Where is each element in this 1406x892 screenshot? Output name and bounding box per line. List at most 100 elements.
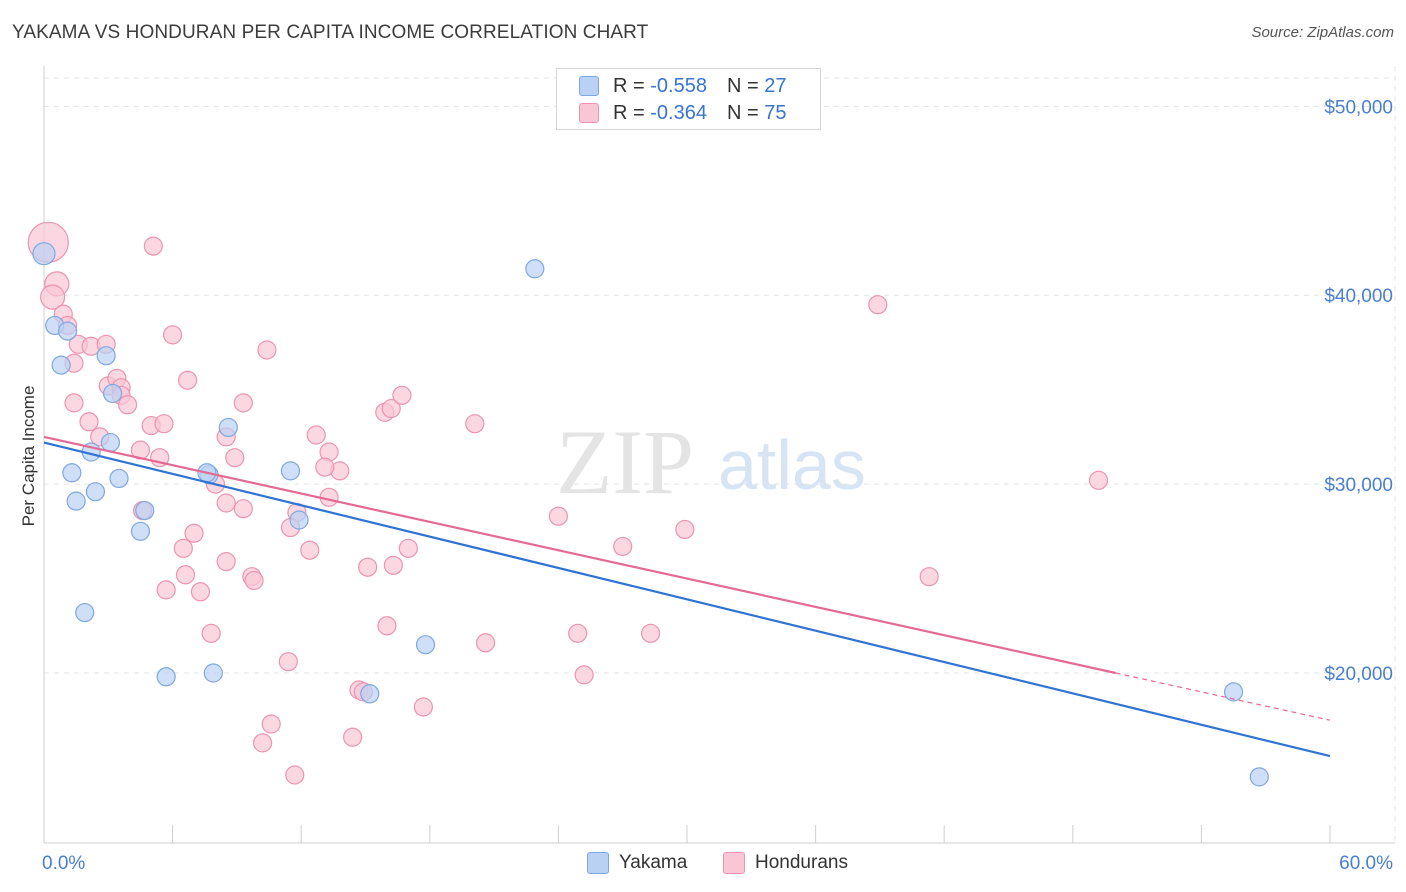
- legend-swatch-hondurans: [723, 852, 745, 874]
- honduran-point: [475, 633, 496, 653]
- honduran-point: [178, 370, 198, 390]
- legend-label-hondurans: Hondurans: [755, 852, 848, 873]
- honduran-point: [253, 733, 273, 753]
- honduran-point: [201, 623, 221, 643]
- y-tick-label: $50,000: [1324, 97, 1393, 118]
- honduran-point: [358, 557, 378, 577]
- legend-r-value-hondurans: -0.364: [650, 101, 707, 124]
- honduran-point: [257, 340, 277, 360]
- yakama-point: [203, 663, 223, 683]
- yakama-point: [57, 321, 78, 341]
- honduran-point: [392, 385, 412, 405]
- honduran-point: [675, 519, 695, 540]
- yakama-point: [109, 468, 129, 489]
- honduran-point: [184, 523, 204, 543]
- legend-swatch-hondurans: [579, 103, 599, 123]
- yakama-point: [1249, 767, 1269, 787]
- legend-item-yakama[interactable]: Yakama: [587, 852, 687, 874]
- honduran-point: [216, 493, 236, 513]
- legend-label-yakama: Yakama: [619, 852, 688, 873]
- yakama-point: [66, 491, 86, 511]
- honduran-point: [574, 665, 594, 685]
- correlation-legend: R = -0.558 N = 27 R = -0.364 N = 75: [556, 68, 821, 130]
- honduran-point: [640, 623, 661, 643]
- honduran-point: [568, 623, 588, 643]
- yakama-trendline: [43, 441, 1331, 758]
- yakama-point: [135, 500, 155, 521]
- legend-r-label: R =: [613, 101, 645, 124]
- series-legend: Yakama Hondurans: [0, 852, 1406, 876]
- honduran-point: [39, 284, 66, 310]
- honduran-point: [225, 448, 245, 468]
- legend-n-label: N =: [726, 74, 759, 97]
- honduran-point: [343, 727, 363, 747]
- yakama-point: [218, 417, 238, 438]
- yakama-point: [130, 521, 151, 541]
- yakama-point: [525, 259, 545, 279]
- honduran-point: [190, 582, 211, 602]
- honduran-point: [154, 414, 174, 434]
- watermark-atlas: atlas: [718, 426, 866, 504]
- honduran-point: [306, 425, 326, 445]
- honduran-point: [175, 565, 196, 585]
- honduran-point: [64, 393, 84, 413]
- honduran-point: [163, 325, 183, 345]
- honduran-point: [173, 538, 193, 558]
- legend-item-hondurans[interactable]: Hondurans: [723, 852, 848, 874]
- honduran-trendline: [43, 435, 1116, 675]
- labels-layer: $20,000 $30,000 $40,000 $50,000 0.0% 60.0%: [42, 97, 1393, 874]
- honduran-point: [1088, 470, 1109, 490]
- x-tick-label-max: 60.0%: [1339, 853, 1393, 874]
- honduran-point: [413, 697, 433, 717]
- legend-row-yakama: R = -0.558 N = 27: [579, 74, 786, 98]
- yakama-point: [360, 684, 380, 704]
- honduran-point: [156, 580, 176, 600]
- legend-row-hondurans: R = -0.364 N = 75: [579, 101, 786, 125]
- yakama-point: [96, 346, 116, 366]
- legend-n-value-yakama: 27: [764, 74, 787, 97]
- honduran-point: [381, 398, 401, 419]
- honduran-point: [143, 236, 163, 256]
- honduran-point: [919, 567, 939, 587]
- chart-title: YAKAMA VS HONDURAN PER CAPITA INCOME COR…: [12, 22, 649, 43]
- honduran-point: [613, 536, 633, 557]
- points-layer: [27, 221, 1269, 787]
- honduran-point: [548, 506, 569, 526]
- honduran-point: [79, 412, 99, 432]
- honduran-point: [117, 395, 138, 415]
- yakama-point: [62, 463, 82, 483]
- y-tick-label: $30,000: [1324, 475, 1393, 496]
- legend-n-label: N =: [726, 101, 759, 124]
- yakama-point: [75, 602, 95, 623]
- watermark-zip: ZIP: [556, 411, 694, 513]
- honduran-point: [233, 393, 253, 413]
- yakama-point: [100, 432, 121, 453]
- honduran-point: [233, 499, 253, 519]
- legend-swatch-yakama: [587, 852, 609, 874]
- honduran-point: [383, 555, 403, 575]
- y-axis-label: Per Capita Income: [19, 386, 38, 527]
- axis-layer: [43, 66, 1395, 844]
- honduran-point: [261, 714, 281, 734]
- yakama-point: [1223, 682, 1244, 702]
- yakama-point: [156, 667, 176, 687]
- honduran-point: [285, 765, 305, 785]
- honduran-point: [465, 414, 485, 434]
- x-tick-label-min: 0.0%: [42, 853, 85, 874]
- honduran-point: [868, 295, 888, 315]
- legend-r-label: R =: [613, 74, 645, 97]
- honduran-point: [300, 540, 320, 560]
- honduran-point: [278, 652, 298, 672]
- yakama-point: [51, 355, 71, 375]
- y-tick-label: $40,000: [1324, 286, 1393, 307]
- honduran-point: [315, 457, 335, 477]
- trend-layer: [43, 435, 1331, 758]
- honduran-trendline-extension: [1115, 672, 1331, 721]
- honduran-point: [377, 616, 397, 636]
- yakama-point: [32, 242, 56, 266]
- yakama-point: [280, 461, 301, 481]
- yakama-point: [102, 383, 123, 404]
- yakama-point: [289, 510, 309, 530]
- honduran-point: [244, 570, 264, 591]
